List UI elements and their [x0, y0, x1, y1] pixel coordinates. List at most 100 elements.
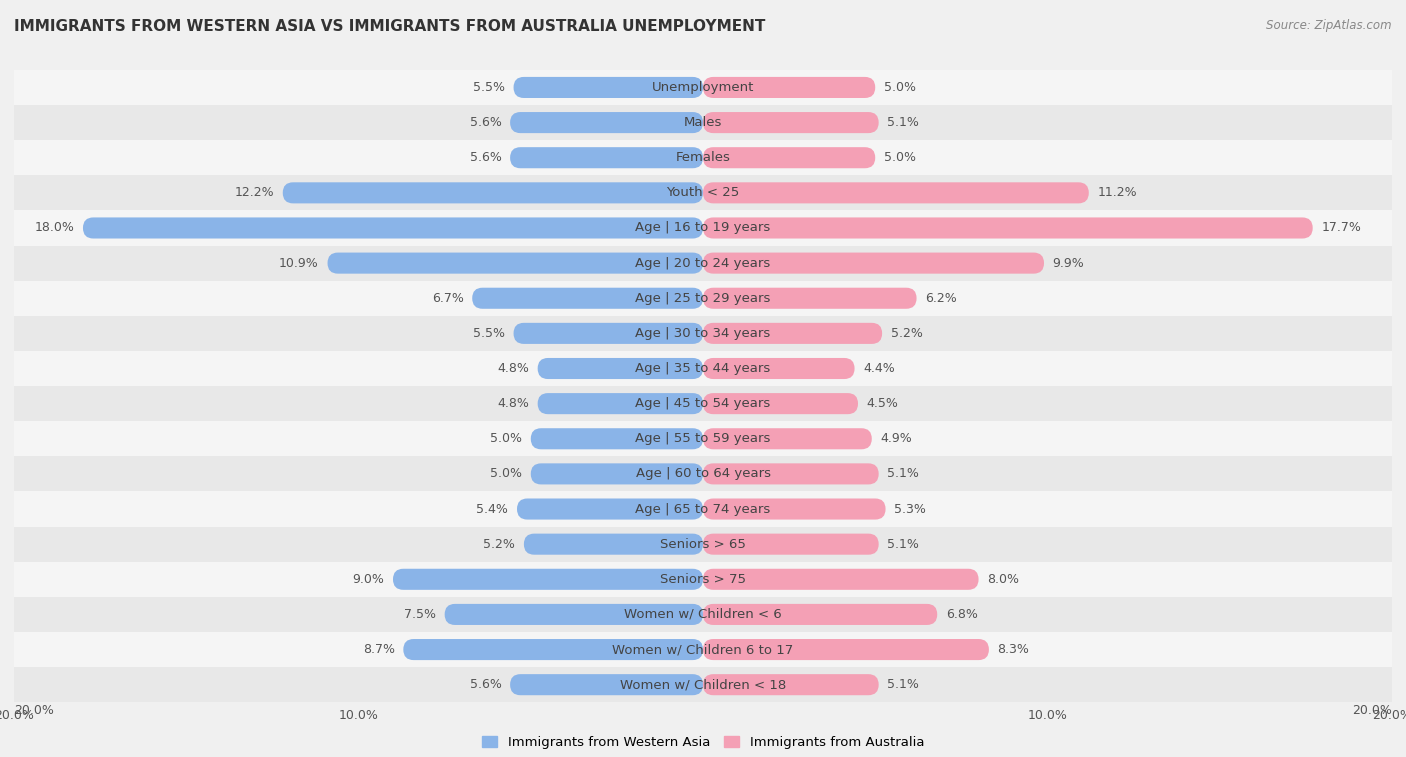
- FancyBboxPatch shape: [703, 639, 988, 660]
- FancyBboxPatch shape: [537, 358, 703, 379]
- Bar: [14, 245, 1392, 281]
- Bar: [14, 351, 1392, 386]
- Text: 4.4%: 4.4%: [863, 362, 896, 375]
- Bar: [14, 491, 1392, 527]
- Text: 5.3%: 5.3%: [894, 503, 927, 516]
- Text: Seniors > 65: Seniors > 65: [659, 537, 747, 550]
- Bar: [14, 527, 1392, 562]
- Text: 12.2%: 12.2%: [235, 186, 274, 199]
- Text: 6.7%: 6.7%: [432, 291, 464, 305]
- Text: Age | 30 to 34 years: Age | 30 to 34 years: [636, 327, 770, 340]
- Text: Males: Males: [683, 116, 723, 129]
- FancyBboxPatch shape: [703, 147, 875, 168]
- Text: 8.0%: 8.0%: [987, 573, 1019, 586]
- FancyBboxPatch shape: [703, 604, 938, 625]
- FancyBboxPatch shape: [531, 428, 703, 450]
- FancyBboxPatch shape: [510, 147, 703, 168]
- FancyBboxPatch shape: [404, 639, 703, 660]
- FancyBboxPatch shape: [392, 569, 703, 590]
- FancyBboxPatch shape: [703, 569, 979, 590]
- Text: IMMIGRANTS FROM WESTERN ASIA VS IMMIGRANTS FROM AUSTRALIA UNEMPLOYMENT: IMMIGRANTS FROM WESTERN ASIA VS IMMIGRAN…: [14, 19, 765, 34]
- FancyBboxPatch shape: [703, 499, 886, 519]
- FancyBboxPatch shape: [444, 604, 703, 625]
- Bar: [14, 562, 1392, 597]
- Text: Age | 45 to 54 years: Age | 45 to 54 years: [636, 397, 770, 410]
- FancyBboxPatch shape: [703, 463, 879, 484]
- Bar: [14, 667, 1392, 702]
- Bar: [14, 105, 1392, 140]
- Bar: [14, 421, 1392, 456]
- Text: 8.7%: 8.7%: [363, 643, 395, 656]
- FancyBboxPatch shape: [703, 253, 1045, 273]
- Text: 5.6%: 5.6%: [470, 116, 502, 129]
- Text: 8.3%: 8.3%: [997, 643, 1029, 656]
- Text: 4.8%: 4.8%: [498, 397, 529, 410]
- Text: Women w/ Children < 6: Women w/ Children < 6: [624, 608, 782, 621]
- Text: 6.8%: 6.8%: [946, 608, 977, 621]
- Text: 5.0%: 5.0%: [884, 81, 915, 94]
- Text: 5.1%: 5.1%: [887, 678, 920, 691]
- Text: 5.2%: 5.2%: [891, 327, 922, 340]
- FancyBboxPatch shape: [517, 499, 703, 519]
- FancyBboxPatch shape: [510, 112, 703, 133]
- Text: 9.0%: 9.0%: [353, 573, 384, 586]
- Text: 5.5%: 5.5%: [472, 327, 505, 340]
- Text: Age | 60 to 64 years: Age | 60 to 64 years: [636, 467, 770, 481]
- FancyBboxPatch shape: [283, 182, 703, 204]
- FancyBboxPatch shape: [537, 393, 703, 414]
- Text: 18.0%: 18.0%: [35, 222, 75, 235]
- Text: 5.0%: 5.0%: [491, 467, 522, 481]
- Text: Women w/ Children < 18: Women w/ Children < 18: [620, 678, 786, 691]
- Bar: [14, 456, 1392, 491]
- Text: Unemployment: Unemployment: [652, 81, 754, 94]
- Bar: [14, 281, 1392, 316]
- FancyBboxPatch shape: [83, 217, 703, 238]
- Text: Age | 25 to 29 years: Age | 25 to 29 years: [636, 291, 770, 305]
- FancyBboxPatch shape: [703, 217, 1313, 238]
- FancyBboxPatch shape: [513, 322, 703, 344]
- Text: 5.0%: 5.0%: [491, 432, 522, 445]
- Text: 5.6%: 5.6%: [470, 678, 502, 691]
- Bar: [14, 597, 1392, 632]
- FancyBboxPatch shape: [703, 77, 875, 98]
- Text: Source: ZipAtlas.com: Source: ZipAtlas.com: [1267, 19, 1392, 32]
- FancyBboxPatch shape: [524, 534, 703, 555]
- FancyBboxPatch shape: [703, 674, 879, 695]
- FancyBboxPatch shape: [531, 463, 703, 484]
- FancyBboxPatch shape: [703, 288, 917, 309]
- Text: Women w/ Children 6 to 17: Women w/ Children 6 to 17: [613, 643, 793, 656]
- Bar: [14, 140, 1392, 176]
- Bar: [14, 386, 1392, 421]
- Text: 4.9%: 4.9%: [880, 432, 912, 445]
- Text: 5.6%: 5.6%: [470, 151, 502, 164]
- Bar: [14, 70, 1392, 105]
- FancyBboxPatch shape: [472, 288, 703, 309]
- Bar: [14, 210, 1392, 245]
- Bar: [14, 176, 1392, 210]
- Text: 10.9%: 10.9%: [280, 257, 319, 269]
- Text: 20.0%: 20.0%: [14, 704, 53, 717]
- Text: 5.5%: 5.5%: [472, 81, 505, 94]
- Text: Females: Females: [675, 151, 731, 164]
- FancyBboxPatch shape: [703, 393, 858, 414]
- Text: Age | 65 to 74 years: Age | 65 to 74 years: [636, 503, 770, 516]
- FancyBboxPatch shape: [703, 112, 879, 133]
- Text: Age | 55 to 59 years: Age | 55 to 59 years: [636, 432, 770, 445]
- Text: 6.2%: 6.2%: [925, 291, 957, 305]
- FancyBboxPatch shape: [703, 182, 1088, 204]
- Text: 4.5%: 4.5%: [866, 397, 898, 410]
- Text: 5.1%: 5.1%: [887, 116, 920, 129]
- FancyBboxPatch shape: [703, 428, 872, 450]
- Text: 7.5%: 7.5%: [404, 608, 436, 621]
- Text: 5.2%: 5.2%: [484, 537, 515, 550]
- Text: Seniors > 75: Seniors > 75: [659, 573, 747, 586]
- Text: Age | 16 to 19 years: Age | 16 to 19 years: [636, 222, 770, 235]
- FancyBboxPatch shape: [510, 674, 703, 695]
- Text: 9.9%: 9.9%: [1053, 257, 1084, 269]
- Text: 11.2%: 11.2%: [1098, 186, 1137, 199]
- Text: Age | 20 to 24 years: Age | 20 to 24 years: [636, 257, 770, 269]
- FancyBboxPatch shape: [513, 77, 703, 98]
- Text: Age | 35 to 44 years: Age | 35 to 44 years: [636, 362, 770, 375]
- Text: 20.0%: 20.0%: [1353, 704, 1392, 717]
- Text: 17.7%: 17.7%: [1322, 222, 1361, 235]
